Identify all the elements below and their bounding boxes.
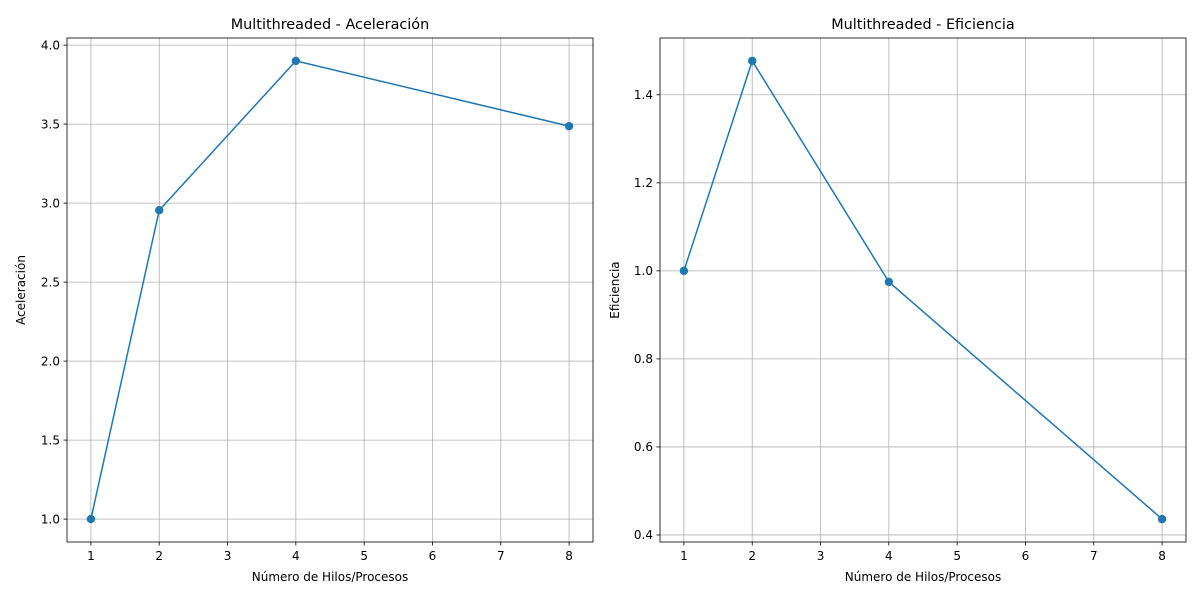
- data-point: [291, 56, 301, 66]
- axes-frame: [659, 37, 1187, 543]
- y-tick-label: 2.0: [41, 354, 60, 368]
- x-tick-label: 8: [1158, 549, 1166, 563]
- x-tick-label: 4: [292, 549, 300, 563]
- y-tick-label: 3.0: [41, 196, 60, 210]
- x-tick-label: 3: [817, 549, 825, 563]
- series-line: [90, 60, 570, 520]
- data-series: [679, 56, 1167, 524]
- y-tick-label: 4.0: [41, 38, 60, 52]
- data-point: [1157, 514, 1167, 524]
- axes-frame: [66, 37, 594, 543]
- y-tick-label: 1.4: [634, 88, 653, 102]
- chart-title: Multithreaded - Eficiencia: [831, 17, 1014, 33]
- chart-title: Multithreaded - Aceleración: [231, 17, 429, 33]
- y-tick-label: 0.6: [634, 440, 653, 454]
- y-axis-label: Eficiencia: [608, 261, 622, 318]
- y-axis-label: Aceleración: [14, 255, 28, 325]
- y-tick-label: 1.2: [634, 176, 653, 190]
- x-tick-label: 5: [953, 549, 961, 563]
- data-point: [884, 277, 894, 287]
- data-point: [86, 514, 96, 524]
- data-point: [748, 56, 757, 66]
- x-tick-label: 6: [1022, 549, 1030, 563]
- x-axis-label: Número de Hilos/Procesos: [845, 570, 1002, 584]
- data-series: [86, 56, 574, 524]
- y-tick-label: 0.8: [634, 352, 653, 366]
- x-tick-label: 1: [87, 549, 95, 563]
- y-tick-label: 1.5: [41, 433, 60, 447]
- y-tick-label: 0.4: [634, 528, 653, 542]
- data-point: [564, 121, 574, 131]
- x-tick-label: 5: [360, 549, 368, 563]
- grid-lines: [660, 38, 1186, 542]
- data-point: [679, 266, 689, 276]
- chart-acceleration: 1 2 3 4 5 6 7 8 1.0 1.5 2.0 2.5 3.0 3.5 4.0 Multithrea…: [14, 17, 594, 584]
- y-tick-label: 1.0: [41, 512, 60, 526]
- x-tick-label: 4: [885, 549, 893, 563]
- y-tick-label: 1.0: [634, 264, 653, 278]
- x-tick-label: 7: [497, 549, 505, 563]
- x-tick-label: 8: [565, 549, 573, 563]
- y-tick-label: 3.5: [41, 117, 60, 131]
- x-tick-label: 2: [748, 549, 756, 563]
- chart-efficiency: 1 2 3 4 5 6 7 8 0.4 0.6 0.8 1.0 1.2 1.4 Multithreaded…: [608, 17, 1187, 584]
- x-tick-label: 6: [429, 549, 437, 563]
- axis-ticks: 1 2 3 4 5 6 7 8 0.4 0.6 0.8 1.0 1.2 1.4: [634, 88, 1166, 563]
- x-axis-label: Número de Hilos/Procesos: [252, 570, 409, 584]
- grid-lines: [67, 38, 593, 542]
- x-tick-label: 7: [1090, 549, 1098, 563]
- x-tick-label: 1: [680, 549, 688, 563]
- data-point: [155, 206, 164, 215]
- x-tick-label: 2: [155, 549, 163, 563]
- y-tick-label: 2.5: [41, 275, 60, 289]
- series-line: [683, 60, 1163, 520]
- x-tick-label: 3: [224, 549, 232, 563]
- axis-ticks: 1 2 3 4 5 6 7 8 1.0 1.5 2.0 2.5 3.0 3.5 4.0: [41, 38, 573, 563]
